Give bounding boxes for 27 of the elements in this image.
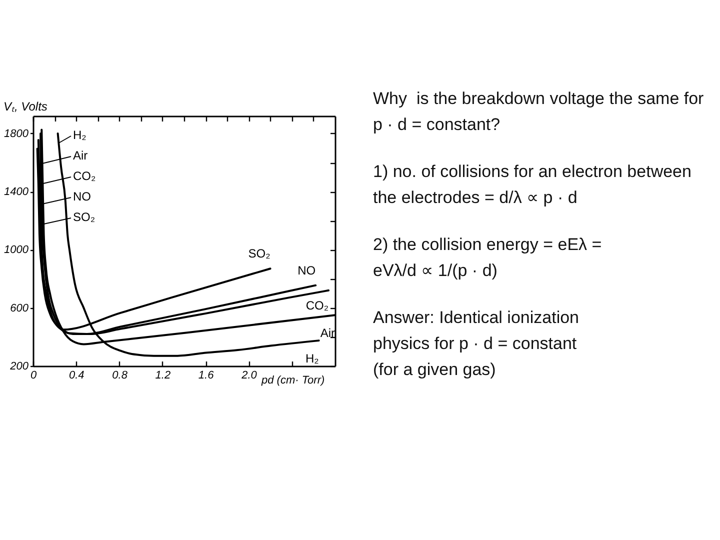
x-tick-label: 2.0 — [240, 370, 258, 382]
y-axis-title: Vₜ, Volts — [4, 100, 48, 114]
text: NO — [298, 263, 316, 278]
legend-label: H₂ — [73, 128, 87, 142]
x-tick-label: 0.4 — [68, 370, 84, 382]
x-tick-label: 1.6 — [198, 370, 215, 382]
text: H₂ — [305, 352, 319, 366]
text: CO₂ — [306, 298, 329, 312]
text: Air — [320, 326, 335, 340]
y-tick-label: 1000 — [4, 244, 30, 256]
y-tick-label: 200 — [9, 360, 30, 372]
legend-label: Air — [73, 148, 88, 162]
text: Why is the breakdown voltage the same for p · d = constant? — [373, 88, 705, 136]
x-tick-label: 0 — [30, 370, 38, 382]
y-tick-label: 600 — [10, 302, 30, 314]
text: SO₂ — [248, 246, 270, 261]
text: Answer: Identical ionization physics for p · d = constant (for a given gas) — [373, 307, 580, 381]
legend-label: NO — [73, 190, 91, 204]
x-tick-label: 1.2 — [155, 370, 171, 382]
x-tick-label: 0.8 — [112, 370, 128, 382]
y-tick-label: 1400 — [4, 186, 30, 198]
legend-label: SO₂ — [73, 210, 96, 224]
y-tick-label: 1800 — [4, 128, 30, 140]
x-axis-title: pd (cm· Torr) — [260, 374, 325, 386]
text: 2) the collision energy = eEλ = eVλ/d ∝ 1/(p · d) — [373, 234, 603, 282]
text: 1) no. of collisions for an electron between the electrodes = d/λ ∝ p · d — [373, 161, 692, 209]
legend-label: CO₂ — [73, 169, 96, 183]
